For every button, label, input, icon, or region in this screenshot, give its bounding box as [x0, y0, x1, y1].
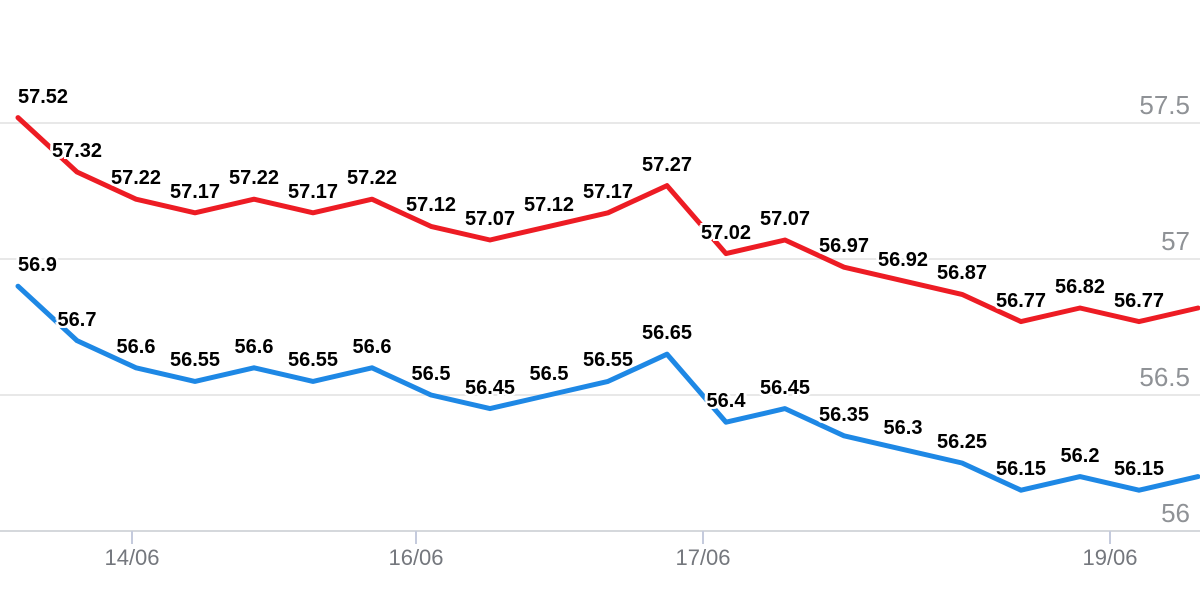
series-line-lower-blue — [15, 283, 1200, 493]
series-line-upper-red — [15, 115, 1200, 325]
